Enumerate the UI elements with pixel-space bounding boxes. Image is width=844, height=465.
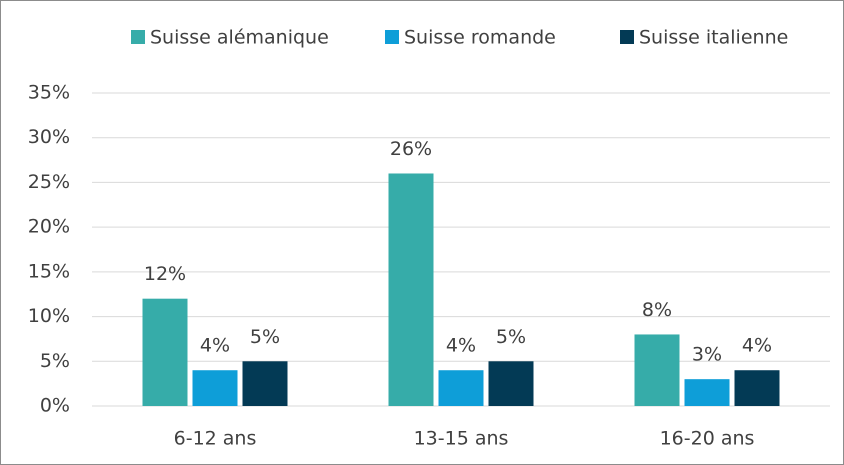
y-tick-label: 25% — [28, 171, 70, 193]
legend-label: Suisse romande — [404, 27, 556, 49]
y-tick-label: 5% — [40, 350, 70, 372]
data-label: 5% — [496, 326, 526, 348]
data-label: 4% — [200, 335, 230, 357]
bar — [192, 370, 238, 406]
legend-label: Suisse italienne — [639, 27, 788, 49]
bar — [142, 298, 188, 406]
data-label: 3% — [692, 344, 722, 366]
data-label: 26% — [390, 138, 432, 160]
y-tick-label: 20% — [28, 216, 70, 238]
bar — [242, 361, 288, 406]
bar — [634, 334, 680, 406]
bar — [734, 370, 780, 406]
x-tick-label: 6-12 ans — [174, 428, 257, 450]
data-label: 4% — [446, 335, 476, 357]
bar — [438, 370, 484, 406]
y-tick-label: 35% — [28, 82, 70, 104]
bar — [488, 361, 534, 406]
bar — [684, 379, 730, 406]
y-tick-label: 10% — [28, 305, 70, 327]
y-tick-label: 15% — [28, 260, 70, 282]
x-tick-label: 13-15 ans — [414, 428, 509, 450]
data-label: 12% — [144, 263, 186, 285]
data-label: 4% — [742, 335, 772, 357]
legend-label: Suisse alémanique — [150, 27, 329, 49]
y-tick-label: 30% — [28, 126, 70, 148]
bar — [388, 173, 434, 406]
x-tick-label: 16-20 ans — [660, 428, 755, 450]
data-label: 5% — [250, 326, 280, 348]
legend-swatch — [620, 30, 634, 44]
y-tick-label: 0% — [40, 395, 70, 417]
legend-swatch — [131, 30, 145, 44]
legend-swatch — [385, 30, 399, 44]
data-label: 8% — [642, 299, 672, 321]
